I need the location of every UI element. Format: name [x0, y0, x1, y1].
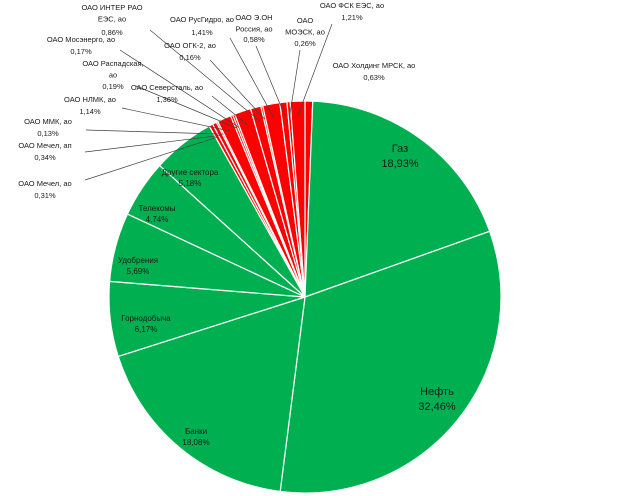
slice-label-15: ОАО ИНТЕР РАО ЕЭС, ао: [81, 3, 142, 24]
slice-value-8: 0,31%: [34, 191, 56, 200]
slice-label-11: ОАО НЛМК, ао: [64, 95, 116, 104]
slice-value-15: 0,86%: [101, 28, 123, 37]
leader-line-16: [209, 59, 266, 120]
slice-value-17: 1,41%: [191, 28, 213, 37]
slice-label-16: ОАО ОГК-2, ао: [164, 41, 216, 50]
leader-line-20: [297, 23, 333, 116]
leader-lines: [84, 23, 333, 181]
slice-label-8: ОАО Мечел, ао: [18, 179, 71, 188]
leader-line-8: [84, 136, 218, 181]
slice-value-3: 18,08%: [182, 438, 209, 447]
slice-label-9: ОАО Мечел, ап: [18, 141, 71, 150]
slice-label-10: ОАО ММК, ао: [24, 117, 72, 126]
pie-slices: [108, 100, 502, 494]
slice-label-5: Удобрения: [118, 256, 158, 265]
slice-value-16: 0,16%: [179, 53, 201, 62]
slice-labels: ОАО Холдинг МРСК, ао 0,63% Газ 18,93% Нефть 3…: [18, 1, 456, 447]
slice-value-9: 0,34%: [34, 153, 56, 162]
slice-value-20: 1,21%: [341, 13, 363, 22]
leader-line-14: [211, 95, 248, 125]
slice-value-10: 0,13%: [37, 129, 59, 138]
slice-value-4: 6,17%: [135, 325, 158, 334]
leader-line-13: [119, 49, 239, 128]
slice-value-5: 5,69%: [127, 267, 150, 276]
slice-label-6: Телекомы: [138, 204, 175, 213]
slice-value-6: 4,74%: [146, 215, 169, 224]
slice-3-банки: [117, 296, 306, 493]
slice-value-1: 18,93%: [381, 158, 419, 170]
slice-label-19: ОАО МОЭСК, ао: [285, 16, 325, 37]
leader-line-10: [85, 129, 224, 135]
leader-line-17: [229, 37, 274, 118]
slice-value-7: 5,18%: [179, 179, 202, 188]
slice-label-0: ОАО Холдинг МРСК, ао: [333, 61, 416, 70]
slice-value-2: 32,46%: [418, 401, 456, 413]
leader-line-12: [135, 85, 237, 129]
slice-label-1: Газ: [392, 143, 408, 155]
slice-20-оао-фск-еэс-ао: [289, 100, 306, 298]
slice-label-14: ОАО Северсталь, ао: [131, 83, 203, 92]
slice-label-7: Другие сектора: [162, 168, 219, 177]
leader-line-15: [149, 29, 260, 121]
slice-label-3: Банки: [185, 427, 207, 436]
slice-label-4: Горнодобыча: [121, 314, 171, 323]
leader-line-18: [255, 45, 286, 116]
slice-2-нефть: [279, 230, 502, 494]
slice-value-12: 0,19%: [102, 82, 124, 91]
slice-label-20: ОАО ФСК ЕЭС, ао: [320, 1, 384, 10]
slice-label-2: Нефть: [420, 386, 454, 398]
slice-label-13: ОАО Мосэнерго, ао: [47, 35, 115, 44]
leader-line-11: [121, 107, 230, 132]
slice-label-12: ОАО Распадская, ао: [82, 59, 143, 80]
slice-label-18: ОАО Э.ОН Россия, ао: [235, 13, 272, 34]
leader-line-19: [289, 49, 301, 116]
leader-line-9: [84, 134, 221, 153]
slice-value-19: 0,26%: [294, 39, 316, 48]
slice-value-13: 0,17%: [70, 47, 92, 56]
slice-value-14: 1,36%: [156, 95, 178, 104]
slice-value-11: 1,14%: [79, 107, 101, 116]
slice-label-17: ОАО РусГидро, ао: [170, 15, 234, 24]
slice-value-18: 0,58%: [243, 35, 265, 44]
slice-value-0: 0,63%: [363, 73, 385, 82]
slice-1-газ: [304, 100, 491, 298]
